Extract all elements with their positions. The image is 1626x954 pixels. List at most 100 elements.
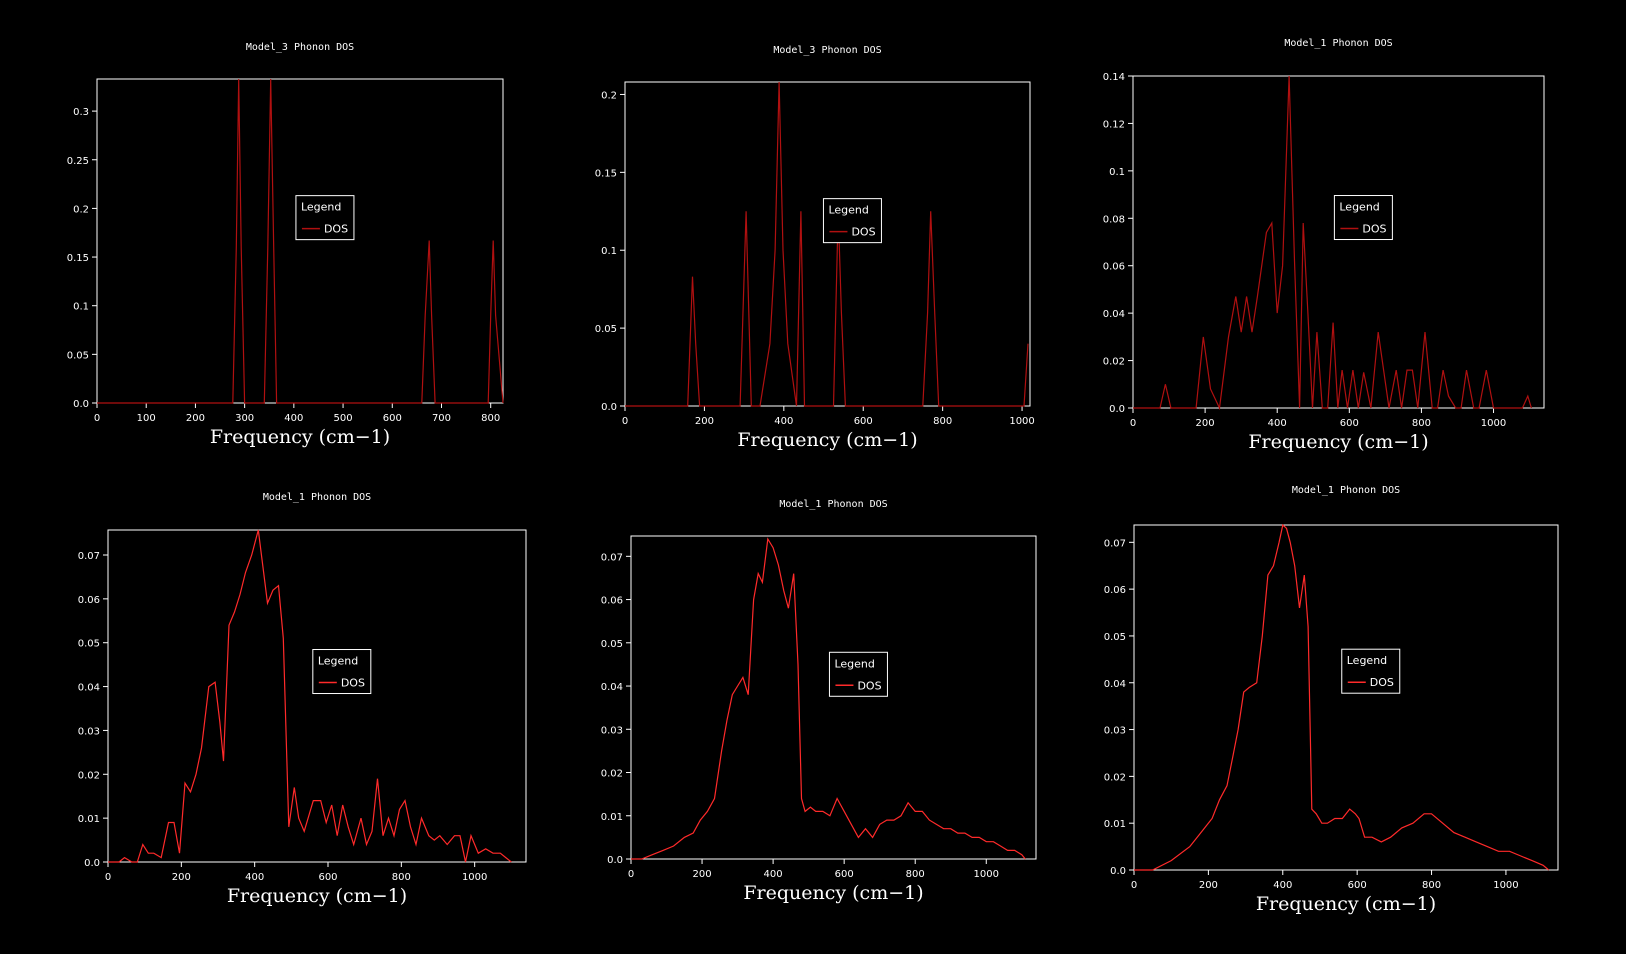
y-tick-label: 0.02: [1103, 357, 1125, 368]
x-tick-label: 100: [137, 413, 156, 424]
y-tick-label: 0.15: [67, 253, 89, 264]
legend-entry: DOS: [1370, 676, 1394, 689]
y-tick-label: 0.04: [78, 683, 100, 694]
x-axis-label: Frequency (cm−1): [1248, 431, 1428, 453]
y-tick-label: 0.05: [595, 324, 617, 335]
y-tick-label: 0.05: [67, 350, 89, 361]
chart-title: Model_3 Phonon DOS: [773, 45, 881, 56]
chart-title: Model_1 Phonon DOS: [1284, 38, 1392, 49]
x-axis-label: Frequency (cm−1): [743, 882, 923, 904]
y-tick-label: 0.05: [601, 639, 623, 650]
y-tick-label: 0.1: [601, 246, 617, 257]
x-tick-label: 600: [383, 413, 402, 424]
legend-title: Legend: [301, 201, 341, 214]
x-tick-label: 1000: [974, 869, 999, 880]
y-tick-label: 0.0: [601, 402, 617, 413]
x-tick-label: 400: [764, 869, 783, 880]
dos-panel-5: Model_1 Phonon DOS 0 200 400 600 800 1000 0.0 0.…: [601, 499, 1037, 904]
legend-box: [295, 195, 355, 241]
y-tick-label: 0.01: [78, 814, 100, 825]
x-axis-label: Frequency (cm−1): [227, 885, 407, 907]
y-tick-label: 0.01: [601, 812, 623, 823]
y-tick-label: 0.01: [1104, 819, 1126, 830]
y-tick-label: 0.02: [601, 769, 623, 780]
legend-title: Legend: [1339, 201, 1379, 214]
x-tick-label: 0: [1130, 418, 1136, 429]
x-tick-label: 1000: [1481, 418, 1506, 429]
dos-series-line: [631, 537, 1026, 860]
x-tick-label: 400: [1273, 880, 1292, 891]
legend: Legend DOS: [822, 198, 882, 244]
y-tick-label: 0.1: [73, 302, 89, 313]
y-tick-label: 0.03: [78, 726, 100, 737]
plot-frame: [107, 529, 527, 863]
plot-frame: [96, 78, 504, 404]
dos-series-line: [1134, 523, 1550, 871]
legend-entry: DOS: [857, 679, 881, 692]
legend-title: Legend: [318, 655, 358, 668]
y-tick-label: 0.06: [1103, 262, 1125, 273]
plot-frame: [1132, 75, 1545, 409]
dos-panel-3: Model_1 Phonon DOS 0 200 400 600 800 1000 0.0 0.…: [1103, 38, 1545, 453]
y-tick-label: 0.2: [601, 90, 617, 101]
x-tick-label: 700: [432, 413, 451, 424]
y-tick-label: 0.0: [607, 855, 623, 866]
y-tick-label: 0.0: [1110, 866, 1126, 877]
y-tick-label: 0.03: [601, 725, 623, 736]
y-tick-label: 0.06: [1104, 585, 1126, 596]
legend-box: [822, 198, 882, 244]
y-tick-label: 0.07: [1104, 538, 1126, 549]
x-tick-label: 400: [284, 413, 303, 424]
legend-box: [1341, 648, 1401, 694]
legend-title: Legend: [1347, 654, 1387, 667]
x-tick-label: 600: [1340, 418, 1359, 429]
x-tick-label: 200: [695, 416, 714, 427]
legend-entry: DOS: [324, 223, 348, 236]
y-tick-label: 0.08: [1103, 214, 1125, 225]
x-tick-label: 800: [906, 869, 925, 880]
y-tick-label: 0.06: [601, 596, 623, 607]
x-tick-label: 200: [1196, 418, 1215, 429]
y-tick-label: 0.0: [84, 858, 100, 869]
x-axis-label: Frequency (cm−1): [1256, 893, 1436, 915]
x-tick-label: 400: [1268, 418, 1287, 429]
x-tick-label: 200: [1199, 880, 1218, 891]
y-tick-label: 0.3: [73, 107, 89, 118]
x-tick-label: 600: [854, 416, 873, 427]
chart-title: Model_1 Phonon DOS: [779, 499, 887, 510]
y-tick-label: 0.04: [1103, 309, 1125, 320]
x-tick-label: 0: [1131, 880, 1137, 891]
x-tick-label: 200: [172, 872, 191, 883]
y-tick-label: 0.03: [1104, 726, 1126, 737]
x-tick-label: 800: [1412, 418, 1431, 429]
x-tick-label: 400: [245, 872, 264, 883]
x-tick-label: 400: [774, 416, 793, 427]
x-tick-label: 800: [1422, 880, 1441, 891]
y-tick-label: 0.0: [73, 399, 89, 410]
x-tick-label: 800: [392, 872, 411, 883]
legend: Legend DOS: [1341, 648, 1401, 694]
y-tick-label: 0.1: [1109, 167, 1125, 178]
legend-entry: DOS: [341, 677, 365, 690]
plot-frame: [624, 81, 1031, 407]
legend-title: Legend: [828, 204, 868, 217]
y-tick-label: 0.14: [1103, 72, 1125, 83]
x-tick-label: 0: [105, 872, 111, 883]
x-tick-label: 600: [318, 872, 337, 883]
dos-series-line: [97, 78, 504, 404]
legend-box: [1333, 195, 1393, 241]
legend: Legend DOS: [295, 195, 355, 241]
x-tick-label: 0: [622, 416, 628, 427]
plot-frame: [630, 535, 1037, 860]
x-tick-label: 0: [628, 869, 634, 880]
legend-box: [312, 649, 372, 695]
y-tick-label: 0.25: [67, 156, 89, 167]
x-tick-label: 300: [235, 413, 254, 424]
x-tick-label: 600: [1348, 880, 1367, 891]
legend-title: Legend: [834, 657, 874, 670]
y-tick-label: 0.02: [78, 770, 100, 781]
y-tick-label: 0.02: [1104, 772, 1126, 783]
y-tick-label: 0.04: [601, 682, 623, 693]
dos-panel-6: Model_1 Phonon DOS 0 200 400 600 800 1000 0.0 0.…: [1104, 485, 1559, 915]
